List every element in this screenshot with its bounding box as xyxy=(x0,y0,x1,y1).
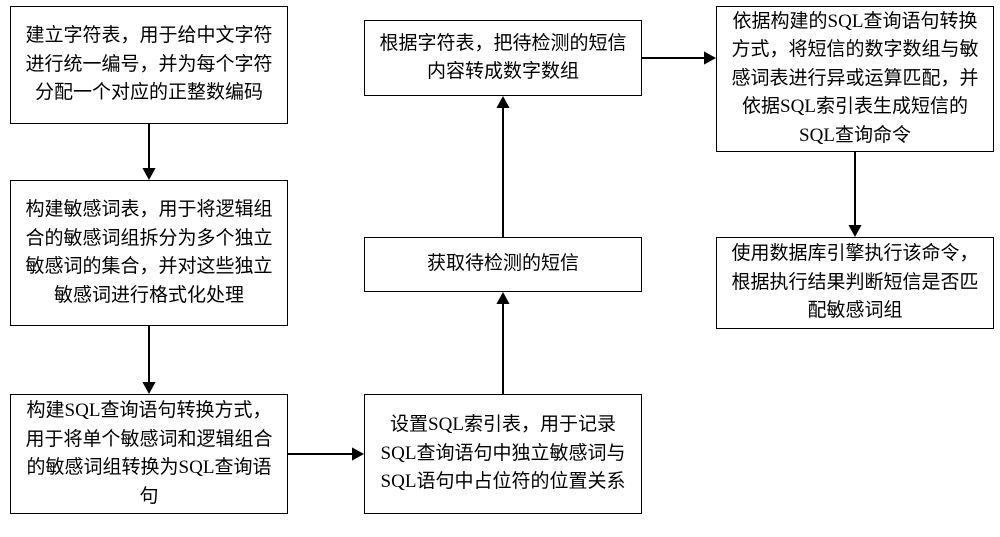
node-text: 构建SQL查询语句转换方式，用于将单个敏感词和逻辑组合的敏感词组转换为SQL查询… xyxy=(19,397,279,511)
node-build-sql-transform: 构建SQL查询语句转换方式，用于将单个敏感词和逻辑组合的敏感词组转换为SQL查询… xyxy=(10,394,288,514)
node-build-sensitive-table: 构建敏感词表，用于将逻辑组合的敏感词组拆分为多个独立敏感词的集合，并对这些独立敏… xyxy=(10,180,288,326)
node-text: 使用数据库引擎执行该命令，根据执行结果判断短信是否匹配敏感词组 xyxy=(725,240,985,326)
node-text: 依据构建的SQL查询语句转换方式，将短信的数字数组与敏感词表进行异或运算匹配，并… xyxy=(725,8,985,151)
node-text: 建立字符表，用于给中文字符进行统一编号，并为每个字符分配一个对应的正整数编码 xyxy=(19,22,279,108)
node-build-char-table: 建立字符表，用于给中文字符进行统一编号，并为每个字符分配一个对应的正整数编码 xyxy=(10,6,288,124)
node-text: 根据字符表，把待检测的短信内容转成数字数组 xyxy=(373,30,633,87)
flowchart-canvas: 建立字符表，用于给中文字符进行统一编号，并为每个字符分配一个对应的正整数编码 构… xyxy=(0,0,1000,537)
node-text: 获取待检测的短信 xyxy=(427,250,579,279)
node-text: 构建敏感词表，用于将逻辑组合的敏感词组拆分为多个独立敏感词的集合，并对这些独立敏… xyxy=(19,196,279,310)
node-set-sql-index: 设置SQL索引表，用于记录SQL查询语句中独立敏感词与SQL语句中占位符的位置关… xyxy=(364,394,642,514)
node-convert-to-array: 根据字符表，把待检测的短信内容转成数字数组 xyxy=(364,20,642,96)
node-generate-sql-command: 依据构建的SQL查询语句转换方式，将短信的数字数组与敏感词表进行异或运算匹配，并… xyxy=(716,6,994,152)
node-text: 设置SQL索引表，用于记录SQL查询语句中独立敏感词与SQL语句中占位符的位置关… xyxy=(373,411,633,497)
node-execute-and-judge: 使用数据库引擎执行该命令，根据执行结果判断短信是否匹配敏感词组 xyxy=(716,237,994,329)
node-get-sms: 获取待检测的短信 xyxy=(364,237,642,292)
